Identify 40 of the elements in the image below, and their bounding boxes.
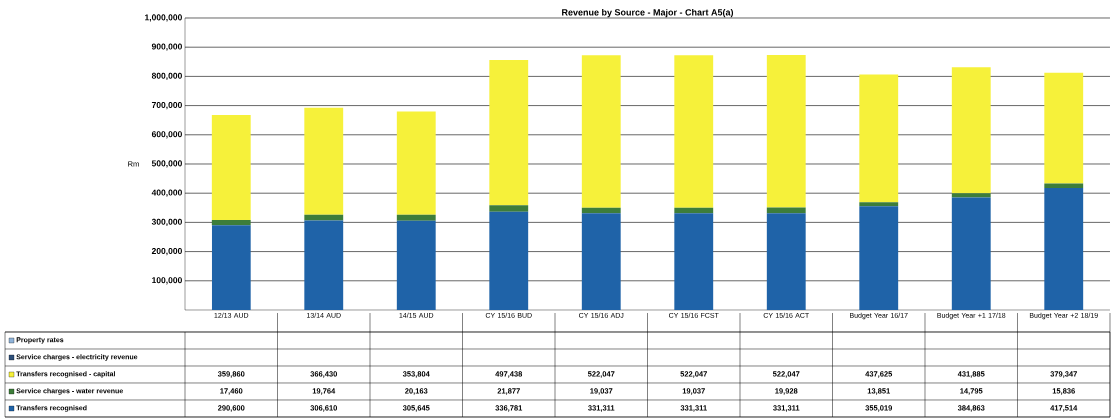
y-tick-label: 100,000 <box>152 277 182 285</box>
bar <box>951 67 991 194</box>
chart-title: Revenue by Source - Major - Chart A5(a) <box>562 8 734 18</box>
bar <box>396 111 436 215</box>
bar <box>859 202 899 207</box>
y-tick-label: 300,000 <box>151 218 182 227</box>
bar <box>951 193 991 198</box>
bar <box>581 207 621 214</box>
bar <box>859 206 899 310</box>
y-tick-label: 800,000 <box>151 72 182 81</box>
bar <box>1044 188 1084 310</box>
bar <box>489 60 529 206</box>
bar <box>674 213 714 310</box>
bar <box>489 205 529 212</box>
bar <box>581 213 621 310</box>
bar <box>951 197 991 310</box>
bar <box>674 55 714 208</box>
bar <box>859 74 899 203</box>
bar <box>211 225 251 310</box>
bar <box>211 114 251 221</box>
bar <box>766 207 806 214</box>
y-tick-label: 200,000 <box>151 247 182 256</box>
y-tick-label: 400,000 <box>151 189 182 197</box>
bar <box>766 213 806 310</box>
bar <box>211 220 251 226</box>
y-tick-label: 900,000 <box>151 43 182 51</box>
bar <box>304 107 344 215</box>
bar <box>396 214 436 221</box>
bar <box>674 207 714 214</box>
bar <box>304 220 344 310</box>
y-tick-label: 700,000 <box>151 101 182 110</box>
bar <box>581 55 621 208</box>
y-tick-label: 600,000 <box>151 131 182 139</box>
y-tick-label: 1,000,000 <box>145 14 182 22</box>
bar <box>1044 183 1084 189</box>
y-tick-label: 500,000 <box>151 160 182 168</box>
bar <box>489 211 529 310</box>
bar <box>1044 72 1084 184</box>
bar <box>766 54 806 208</box>
bar <box>396 220 436 310</box>
